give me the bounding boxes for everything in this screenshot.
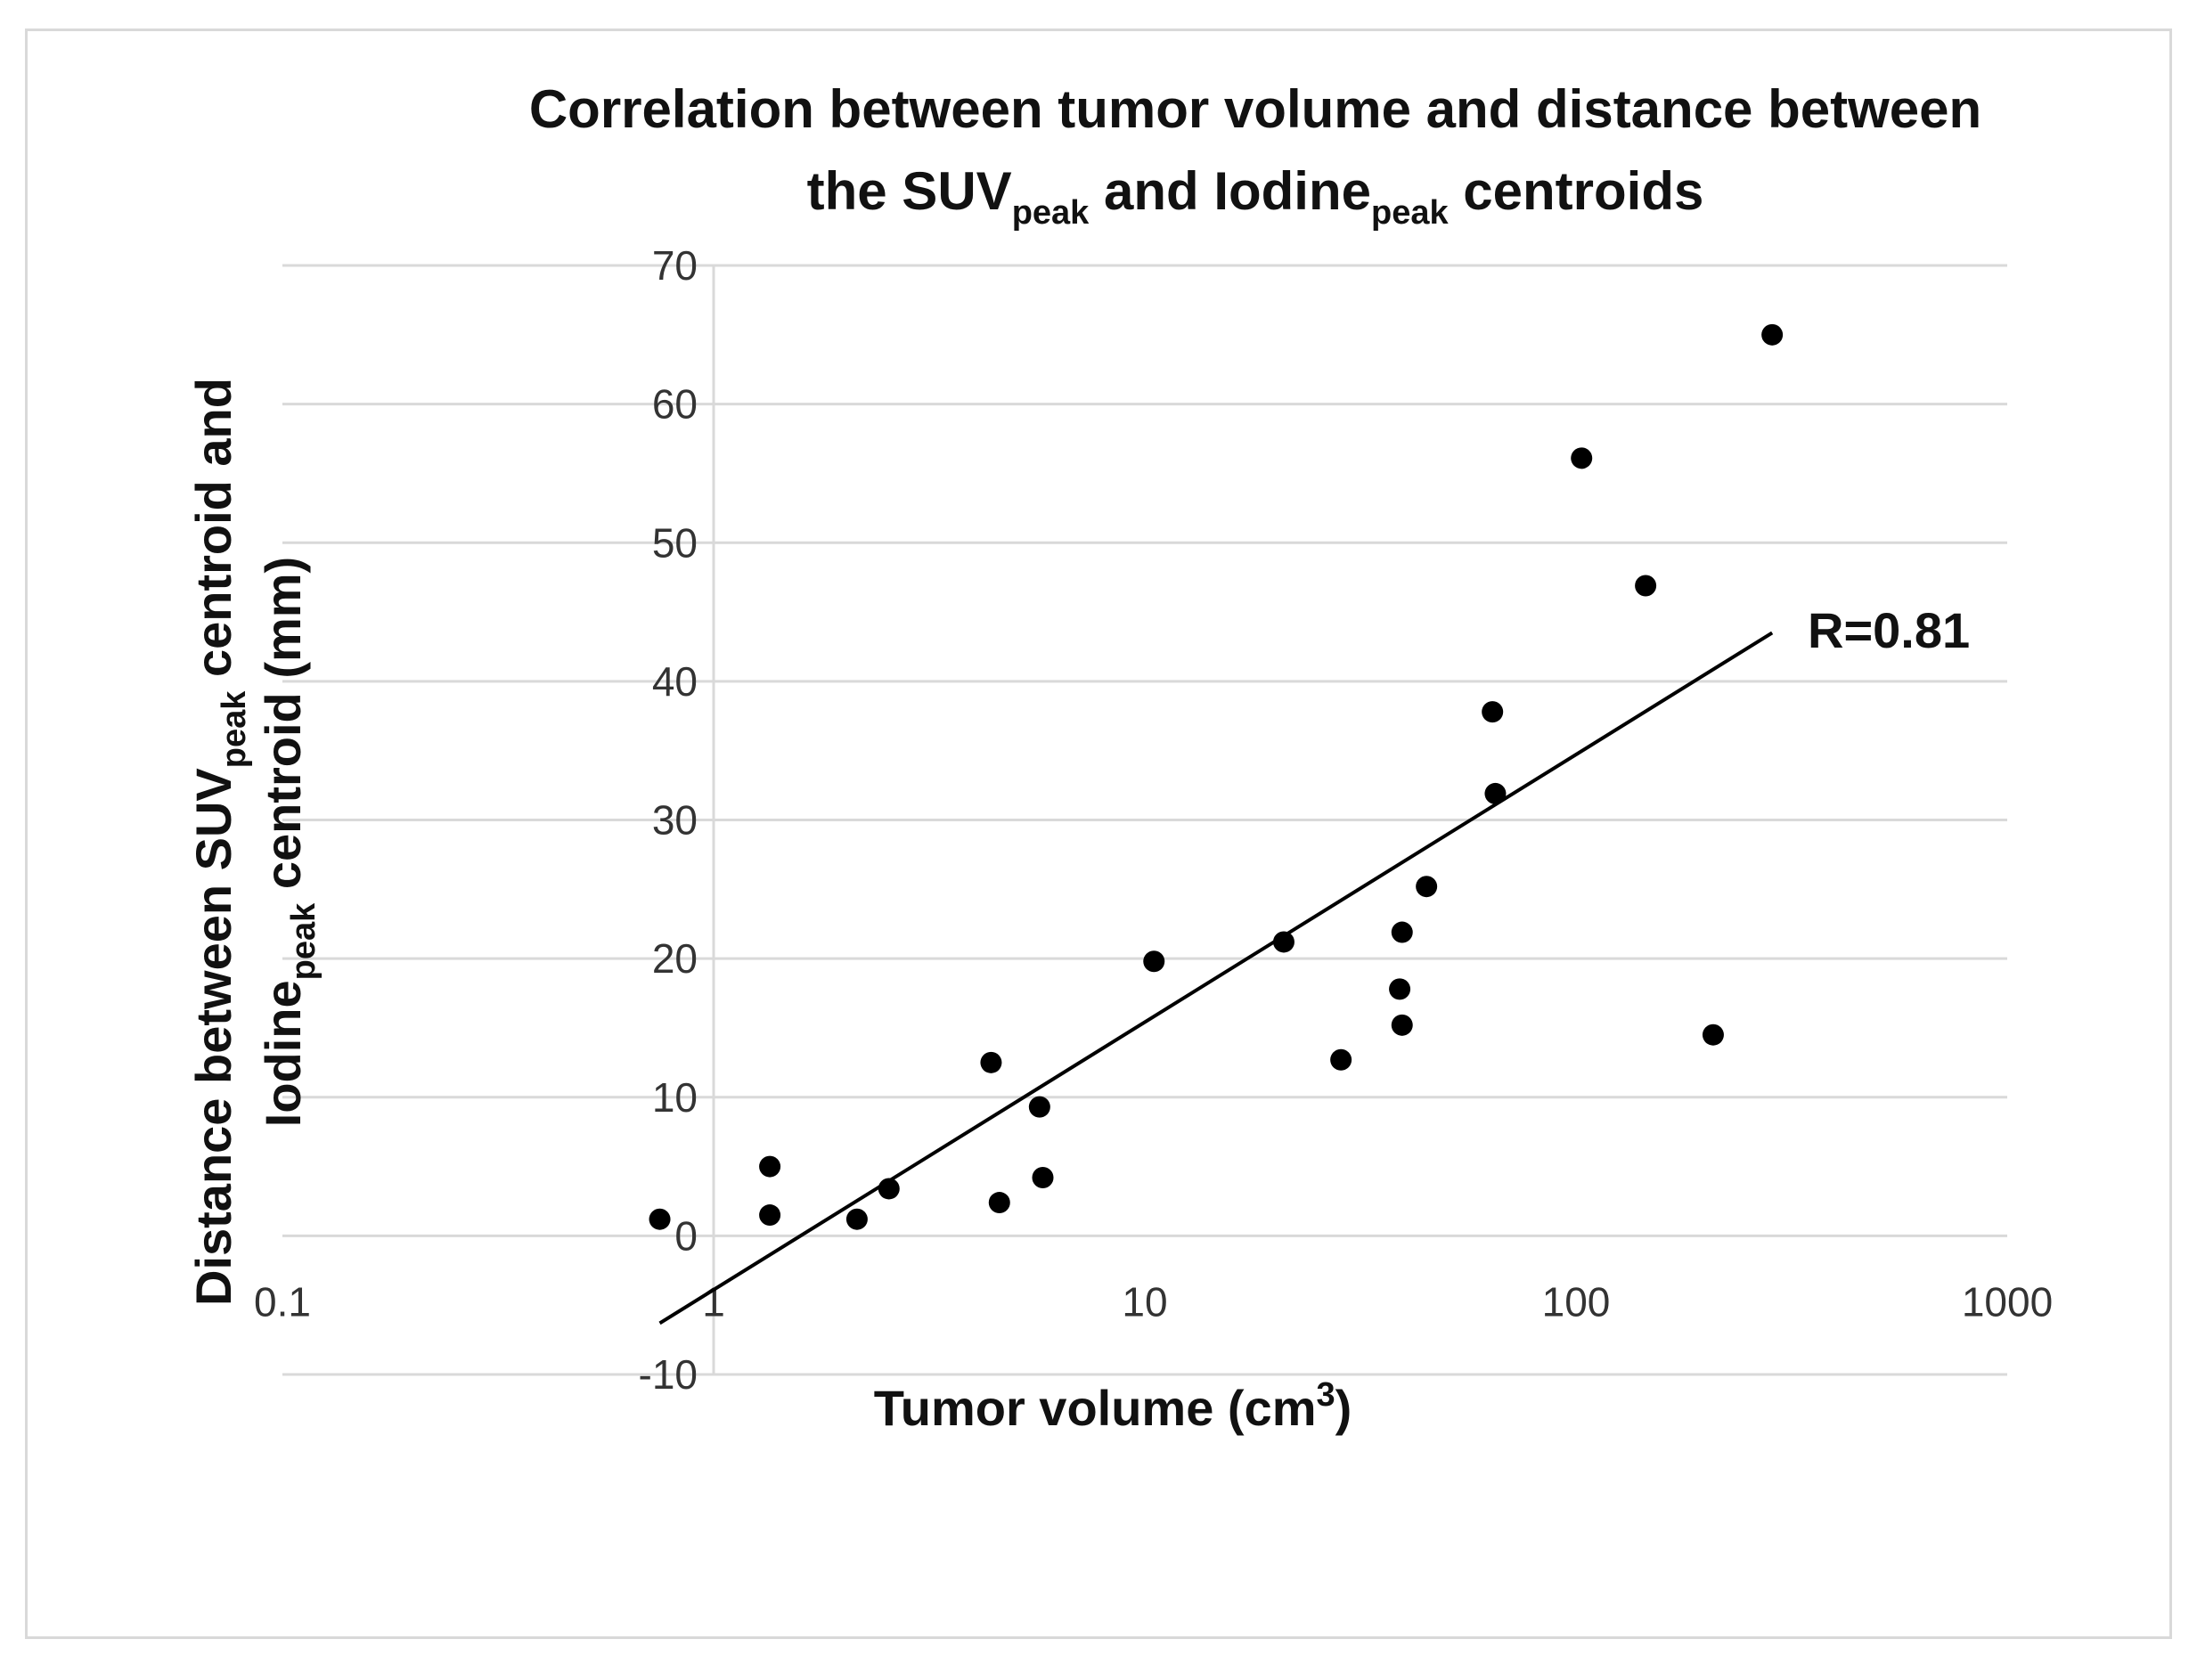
x-tick-label: 1000 (1962, 1278, 2053, 1325)
gridlines (282, 264, 2007, 1376)
x-tick-label: 10 (1122, 1278, 1167, 1325)
title-part-centroids: centroids (1449, 161, 1704, 221)
correlation-label: R=0.81 (1808, 602, 1970, 658)
data-point (649, 1208, 671, 1230)
data-point (878, 1178, 900, 1200)
data-point (1272, 931, 1295, 953)
data-point (980, 1051, 1002, 1073)
y-title-part-2: centroid and (185, 378, 241, 691)
data-point (1482, 701, 1504, 723)
trendline-group (658, 631, 1774, 1325)
y-title-part-3: Iodine (255, 980, 311, 1127)
y-axis-title-line2: Iodinepeak centroid (mm) (255, 557, 323, 1127)
data-point (1761, 323, 1784, 346)
x-tick-labels: 0.1 1 10 100 1000 (254, 1278, 2053, 1325)
data-points (649, 323, 1784, 1230)
x-axis-title-tail: ) (1335, 1380, 1352, 1436)
data-point (1032, 1167, 1054, 1189)
y-tick-label: 50 (652, 519, 698, 566)
data-point (1330, 1048, 1352, 1071)
data-point (759, 1204, 781, 1227)
scatter-chart: Correlation between tumor volume and dis… (185, 79, 2053, 1436)
y-tick-label: 10 (652, 1074, 698, 1121)
x-axis-title-sup: 3 (1317, 1376, 1335, 1414)
y-tick-label: 20 (652, 935, 698, 982)
data-point (1143, 950, 1165, 973)
title-sub-peak-1: peak (1012, 194, 1090, 232)
data-point (759, 1155, 781, 1178)
chart-title-line1: Correlation between tumor volume and dis… (529, 79, 1981, 139)
data-point (1484, 782, 1507, 804)
title-part-suv: the SUV (807, 161, 1012, 221)
x-axis-title: Tumor volume (cm3) (874, 1376, 1352, 1436)
y-tick-label: 60 (652, 381, 698, 428)
y-axis-title: Distance between SUVpeak centroid and Io… (185, 378, 323, 1306)
y-tick-label: 70 (652, 242, 698, 289)
data-point (1635, 575, 1657, 597)
y-title-part-4: centroid (mm) (255, 557, 311, 903)
chart-frame: Correlation between tumor volume and dis… (25, 29, 2172, 1639)
y-title-sub-peak-2: peak (285, 902, 323, 980)
data-point (1391, 1014, 1413, 1036)
data-point (1391, 921, 1413, 943)
y-title-part-1: Distance between SUV (185, 768, 241, 1306)
title-sub-peak-2: peak (1371, 194, 1449, 232)
x-tick-label: 100 (1542, 1278, 1611, 1325)
data-point (988, 1192, 1010, 1214)
title-part-iodine: and Iodine (1089, 161, 1371, 221)
x-tick-label: 0.1 (254, 1278, 311, 1325)
y-axis-title-line1: Distance between SUVpeak centroid and (185, 378, 253, 1306)
y-tick-label: 30 (652, 797, 698, 844)
data-point (845, 1208, 868, 1230)
y-tick-label: 40 (652, 658, 698, 705)
y-tick-label: -10 (639, 1351, 698, 1398)
data-point (1416, 876, 1438, 898)
y-tick-label: 0 (674, 1212, 698, 1259)
x-axis-title-text: Tumor volume (cm (874, 1380, 1317, 1436)
data-point (1702, 1023, 1724, 1046)
data-point (1028, 1096, 1050, 1118)
chart-title-line2: the SUVpeak and Iodinepeak centroids (807, 161, 1704, 232)
y-title-sub-peak-1: peak (216, 690, 253, 768)
axes (282, 265, 2007, 1374)
data-point (1571, 447, 1593, 469)
trendline (658, 631, 1774, 1325)
data-point (1389, 978, 1411, 1000)
y-tick-labels: -10 0 10 20 30 40 50 60 70 (639, 242, 698, 1398)
